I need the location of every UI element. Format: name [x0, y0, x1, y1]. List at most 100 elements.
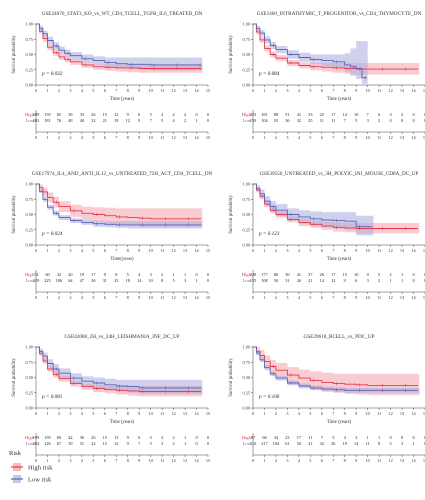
x-tick-label: 2 [58, 411, 60, 416]
x-axis-label: Time (years) [110, 420, 135, 425]
x-axis-label: Time (years) [327, 257, 352, 262]
x-tick-label: 14 [194, 411, 199, 416]
risk-table-count: 39 [68, 441, 72, 446]
risk-table-count: 0 [195, 435, 197, 440]
x-tick-label: 2 [275, 248, 277, 253]
risk-table-count: 76 [57, 118, 62, 123]
risk-table-count: 42 [68, 435, 72, 440]
y-axis-label: Survival probability [12, 358, 17, 397]
confidence-band-low [253, 184, 374, 236]
risk-table-x-tick-label: 14 [411, 295, 416, 300]
risk-table-count: 3 [161, 435, 163, 440]
x-tick-label: 2 [58, 88, 60, 93]
risk-table-count: 32 [57, 272, 61, 277]
risk-table-x-tick-label: 3 [286, 295, 288, 300]
risk-table-x-tick-label: 1 [263, 135, 265, 140]
risk-table-count: 1 [195, 118, 197, 123]
x-tick-label: 14 [411, 88, 416, 93]
risk-table-count: 3 [161, 441, 163, 446]
risk-table-count: 23 [114, 278, 118, 283]
x-tick-label: 2 [58, 248, 60, 253]
risk-table-count: 0 [412, 118, 414, 123]
risk-table-count: 1 [184, 441, 186, 446]
confidence-band-high [253, 184, 420, 234]
y-tick-label: 0.75 [25, 37, 33, 42]
risk-table-group-label: Low [243, 278, 252, 283]
risk-table-x-tick-label: 10 [366, 135, 370, 140]
risk-table-x-tick-label: 8 [127, 458, 129, 463]
risk-table-x-tick-label: 14 [194, 135, 199, 140]
x-tick-label: 14 [194, 248, 199, 253]
chart-title: GSE24670_STAT3_KO_vs_WT_CD4_TCELL_TGFB_I… [42, 11, 203, 17]
x-tick-label: 3 [286, 248, 288, 253]
y-tick-label: 1.00 [25, 22, 33, 27]
survival-curve-high-risk [36, 183, 202, 220]
risk-table-count: 21 [103, 118, 107, 123]
x-tick-label: 6 [321, 411, 324, 416]
x-tick-label: 12 [388, 248, 392, 253]
risk-table-count: 26 [91, 112, 96, 117]
x-tick-label: 8 [127, 88, 129, 93]
x-tick-label: 2 [275, 411, 277, 416]
survival-curve-low-risk [36, 23, 202, 66]
survival-curve-high-risk [253, 346, 419, 386]
risk-table-count: 10 [149, 278, 153, 283]
risk-table-count: 14 [343, 112, 348, 117]
x-tick-label: 15 [206, 248, 210, 253]
risk-table-count: 8 [115, 272, 117, 277]
chart-title: GSE17974_IL4_AND_ANTI_IL12_vs_UNTREATED_… [32, 171, 213, 177]
x-tick-label: 9 [138, 248, 140, 253]
risk-table-count: 37 [308, 272, 313, 277]
risk-table-count: 10 [354, 112, 358, 117]
risk-table-count: 225 [44, 278, 50, 283]
risk-table-count: 36 [80, 435, 85, 440]
x-tick-label: 7 [332, 248, 335, 253]
risk-table-count: 217 [261, 441, 268, 446]
risk-table-x-tick-label: 11 [377, 458, 381, 463]
risk-table-x-tick-label: 4 [298, 295, 301, 300]
risk-table-count: 1 [367, 435, 369, 440]
p-value: p = 0.032 [41, 71, 63, 77]
risk-table-x-tick-label: 0 [35, 458, 37, 463]
y-tick-label: 0.25 [25, 227, 33, 232]
x-tick-label: 13 [400, 411, 404, 416]
risk-table-count: 3 [401, 441, 403, 446]
y-axis-label: Survival probability [229, 35, 234, 74]
x-tick-label: 3 [69, 248, 71, 253]
x-tick-label: 9 [355, 411, 357, 416]
x-tick-label: 11 [377, 88, 381, 93]
x-tick-label: 8 [127, 411, 129, 416]
risk-table-count: 21 [308, 278, 312, 283]
x-tick-label: 3 [69, 411, 71, 416]
risk-table-count: 248 [250, 272, 256, 277]
x-tick-label: 5 [309, 88, 311, 93]
risk-table-count: 26 [320, 272, 325, 277]
x-tick-label: 0 [35, 88, 37, 93]
risk-table-count: 253 [250, 112, 256, 117]
risk-table-count: 12 [331, 278, 335, 283]
risk-table-x-tick-label: 8 [344, 135, 346, 140]
risk-table-count: 17 [91, 272, 96, 277]
risk-table-count: 9 [127, 435, 129, 440]
risk-table-count: 41 [297, 272, 301, 277]
confidence-band-low [36, 347, 203, 394]
risk-table-x-tick-label: 13 [400, 458, 404, 463]
x-axis-label: Time (years) [327, 97, 352, 102]
risk-table-x-tick-label: 0 [35, 135, 37, 140]
risk-table-count: 8 [378, 441, 380, 446]
risk-table-x-tick-label: 8 [127, 135, 129, 140]
risk-table-count: 31 [103, 278, 107, 283]
risk-table-group-label: High [25, 112, 35, 117]
risk-table-count: 14 [137, 278, 142, 283]
x-tick-label: 4 [81, 248, 84, 253]
x-tick-label: 8 [127, 248, 129, 253]
risk-table-x-tick-label: 6 [321, 458, 324, 463]
risk-table-count: 0 [207, 435, 209, 440]
risk-table-x-tick-label: 5 [309, 135, 311, 140]
risk-table-x-tick-label: 6 [104, 135, 107, 140]
x-tick-label: 10 [149, 248, 153, 253]
risk-table-count: 6 [138, 112, 141, 117]
p-value: p = 0.024 [41, 230, 63, 237]
x-tick-label: 13 [183, 411, 187, 416]
risk-table-count: 2 [173, 435, 175, 440]
